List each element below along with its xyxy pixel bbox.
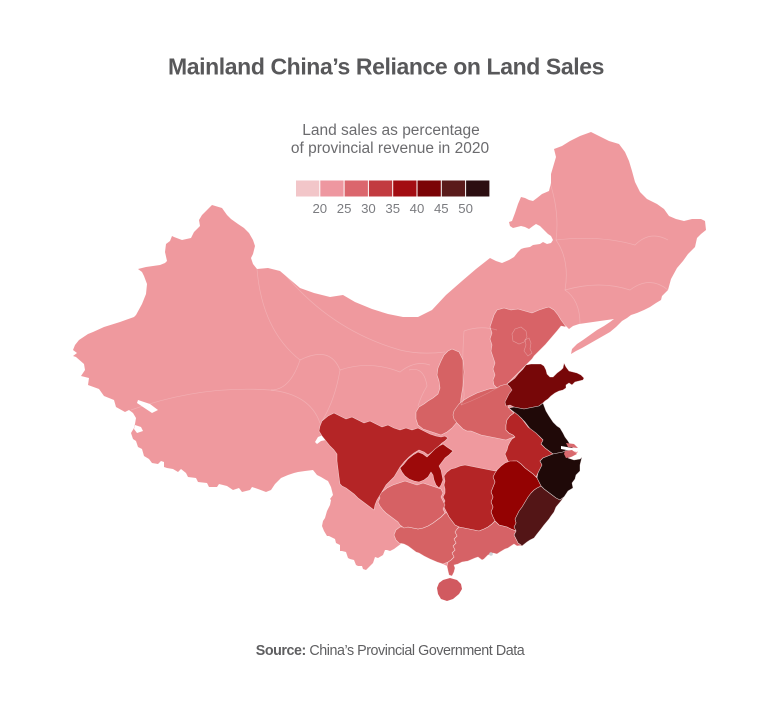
svg-text:50: 50 bbox=[458, 201, 473, 216]
svg-text:35: 35 bbox=[385, 201, 400, 216]
svg-text:Land sales as percentage: Land sales as percentage bbox=[302, 122, 480, 139]
svg-text:40: 40 bbox=[410, 201, 425, 216]
svg-text:25: 25 bbox=[337, 201, 352, 216]
svg-text:20: 20 bbox=[312, 201, 327, 216]
svg-text:45: 45 bbox=[434, 201, 449, 216]
svg-text:Mainland China’s Reliance on L: Mainland China’s Reliance on Land Sales bbox=[168, 54, 604, 80]
svg-text:of provincial revenue in 2020: of provincial revenue in 2020 bbox=[291, 140, 490, 157]
svg-text:30: 30 bbox=[361, 201, 376, 216]
svg-text:Source: China’s Provincial Gov: Source: China’s Provincial Government Da… bbox=[256, 643, 525, 659]
